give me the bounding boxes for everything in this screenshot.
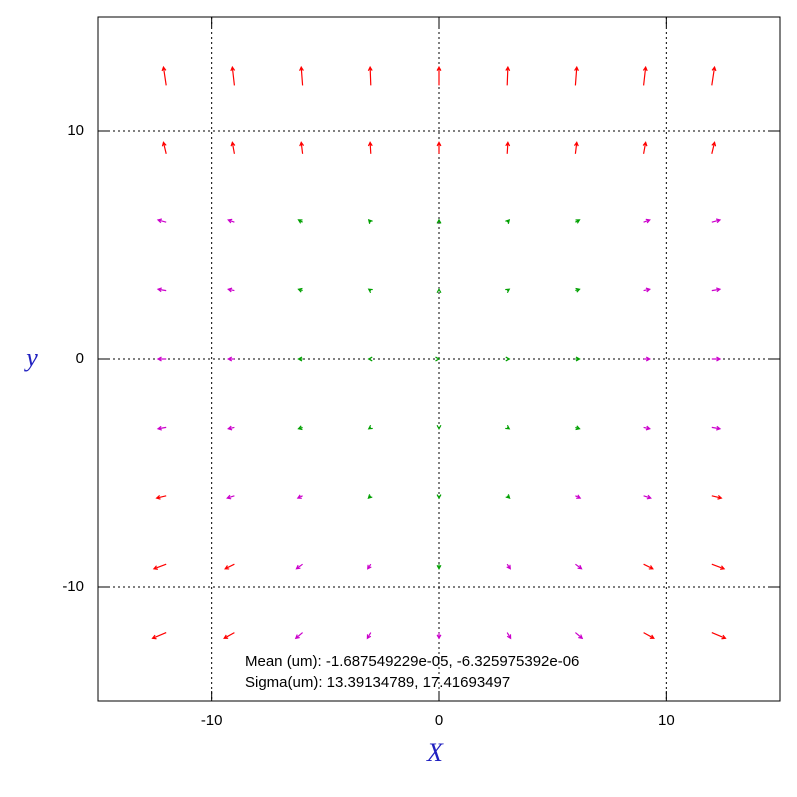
arrow	[711, 141, 717, 154]
arrow	[505, 424, 511, 430]
arrow	[505, 356, 511, 362]
arrow	[711, 356, 722, 362]
arrow	[367, 65, 373, 86]
arrow	[436, 424, 442, 431]
arrow	[227, 218, 235, 224]
arrow	[297, 287, 303, 293]
annotation: Mean (um): -1.687549229e-05, -6.32597539…	[245, 653, 579, 670]
arrow	[367, 563, 372, 570]
arrow	[575, 219, 581, 224]
arrow	[294, 632, 303, 640]
arrow	[227, 287, 235, 293]
arrow	[643, 287, 651, 293]
arrow	[367, 424, 373, 430]
arrow	[711, 65, 717, 86]
arrow	[643, 425, 651, 431]
arrow	[297, 219, 303, 224]
arrow	[156, 218, 167, 224]
arrow	[296, 494, 303, 499]
arrow	[505, 288, 511, 294]
arrow	[436, 287, 442, 294]
arrow	[575, 425, 581, 431]
arrow	[505, 218, 511, 224]
arrow	[711, 632, 727, 640]
x-tick-label: 0	[435, 712, 443, 729]
arrow	[299, 141, 305, 154]
arrow	[436, 141, 442, 154]
arrow	[643, 632, 655, 639]
arrow	[155, 494, 167, 500]
arrow	[156, 287, 167, 293]
arrow	[367, 356, 373, 362]
arrow	[575, 356, 581, 362]
arrow	[436, 632, 442, 640]
arrow	[575, 563, 583, 570]
arrow	[435, 356, 441, 362]
arrow	[711, 494, 723, 500]
arrow	[642, 141, 648, 154]
arrow	[711, 218, 722, 224]
arrow	[505, 141, 511, 154]
arrow	[575, 287, 581, 293]
arrow	[299, 65, 304, 86]
arrow	[711, 563, 726, 570]
arrow	[230, 141, 236, 154]
arrow	[505, 65, 511, 86]
x-tick-label: 10	[658, 712, 675, 729]
y-tick-label: 10	[67, 122, 84, 139]
arrow	[711, 425, 722, 431]
arrow	[223, 632, 235, 639]
arrow	[224, 563, 235, 570]
arrow	[151, 632, 167, 640]
arrow	[643, 356, 651, 362]
arrow	[506, 632, 512, 640]
arrow	[436, 218, 442, 224]
arrow	[436, 65, 442, 86]
arrow	[575, 494, 582, 499]
arrow	[367, 218, 373, 224]
arrow	[367, 494, 373, 499]
arrow	[161, 65, 167, 86]
arrow	[295, 563, 303, 570]
arrow	[156, 425, 167, 431]
arrow	[643, 563, 654, 570]
arrow	[297, 425, 303, 431]
arrow	[506, 563, 511, 570]
arrow	[505, 494, 511, 499]
arrow	[367, 288, 373, 294]
y-tick-label: 0	[76, 350, 84, 367]
arrow	[574, 65, 579, 86]
arrow	[436, 564, 442, 571]
arrow	[643, 218, 651, 224]
arrow	[297, 356, 303, 362]
x-axis-label: X	[426, 738, 444, 767]
arrow	[366, 632, 372, 640]
annotation: Sigma(um): 13.39134789, 17.41693497	[245, 674, 510, 691]
x-tick-label: -10	[201, 712, 223, 729]
arrow	[227, 356, 235, 362]
arrow	[230, 65, 236, 86]
arrow	[152, 563, 167, 570]
arrow	[575, 632, 584, 640]
arrow	[226, 494, 235, 500]
arrow	[227, 425, 235, 431]
arrow	[643, 494, 652, 500]
y-tick-label: -10	[62, 578, 84, 595]
arrow	[156, 356, 167, 362]
arrow	[436, 494, 442, 500]
y-axis-label: y	[23, 343, 38, 372]
arrow	[161, 141, 167, 154]
arrow	[711, 287, 722, 293]
arrow	[573, 141, 579, 154]
arrow	[642, 65, 648, 86]
arrow	[367, 141, 373, 154]
